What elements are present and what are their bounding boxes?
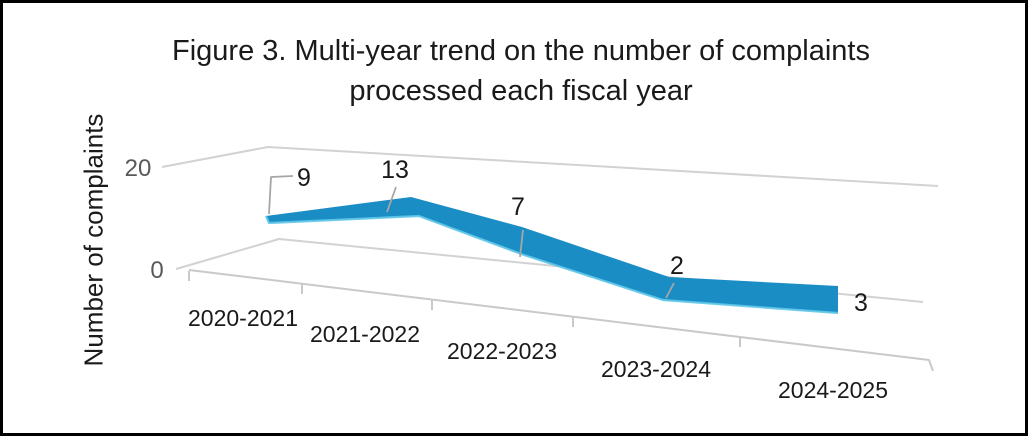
- x-category-label-2020-2021: 2020-2021: [188, 305, 298, 331]
- data-label-2023-2024: 2: [670, 252, 684, 280]
- leader-line-13: [386, 186, 397, 213]
- leader-line-2: [665, 282, 675, 299]
- x-axis-line: [188, 269, 934, 372]
- x-category-label-2021-2022: 2021-2022: [310, 321, 420, 347]
- y-tick-label-20: 20: [124, 155, 152, 182]
- leader-line-9: [268, 175, 294, 215]
- trend-ribbon-edge: [264, 214, 839, 315]
- chart-title-line1: Figure 3. Multi-year trend on the number…: [172, 35, 870, 67]
- trend-ribbon: [266, 197, 838, 313]
- leader-line-7: [519, 229, 524, 258]
- gridline-y20: [161, 146, 939, 187]
- x-category-label-2023-2024: 2023-2024: [601, 356, 711, 382]
- data-label-2022-2023: 7: [511, 193, 525, 221]
- data-label-2020-2021: 9: [297, 164, 311, 192]
- y-axis-title: Number of complaints: [78, 113, 109, 367]
- x-axis-ticks: [188, 271, 741, 347]
- chart-plot-area: [161, 146, 939, 372]
- x-category-label-2024-2025: 2024-2025: [778, 377, 888, 403]
- data-label-2024-2025: 3: [854, 289, 868, 317]
- y-tick-label-0: 0: [150, 257, 164, 284]
- data-label-2021-2022: 13: [381, 156, 409, 184]
- x-category-label-2022-2023: 2022-2023: [447, 338, 557, 364]
- chart-title-line2: processed each fiscal year: [349, 75, 693, 107]
- chart-title: Figure 3. Multi-year trend on the number…: [17, 31, 1025, 111]
